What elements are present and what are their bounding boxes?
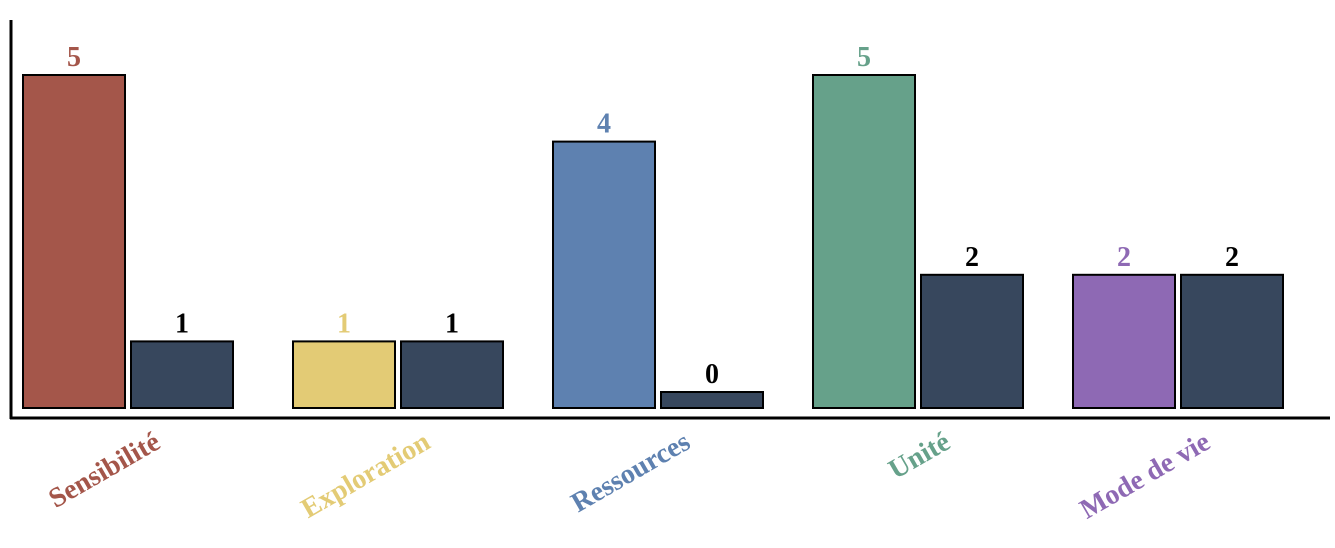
category-ticks-layer: Sensibilité Exploration Ressources Unité Mod…	[44, 426, 1216, 525]
bar-exploration-series-2	[400, 340, 504, 409]
value-label-mode-de-vie-series-2: 2	[1225, 242, 1239, 273]
value-labels-layer: 5 1 1 1 4 0 5 2 2 2	[67, 42, 1239, 390]
x-tick-label-mode-de-vie: Mode de vie	[1075, 426, 1216, 525]
value-label-ressources-series-2: 0	[705, 359, 719, 390]
bar-mode-de-vie-series-1	[1072, 273, 1176, 409]
value-label-ressources-series-1: 4	[597, 109, 611, 140]
value-label-sensibilite-series-2: 1	[175, 308, 189, 339]
value-label-unite-series-1: 5	[857, 42, 871, 73]
bar-exploration-series-1	[292, 340, 396, 409]
value-label-sensibilite-series-1: 5	[67, 42, 81, 73]
value-label-exploration-series-2: 1	[445, 308, 459, 339]
bars-layer	[22, 74, 1284, 409]
x-tick-label-exploration: Exploration	[296, 426, 436, 525]
bar-ressources-series-1	[552, 140, 656, 409]
value-label-mode-de-vie-series-1: 2	[1117, 242, 1131, 273]
x-tick-label-ressources: Ressources	[566, 426, 696, 519]
value-label-exploration-series-1: 1	[337, 308, 351, 339]
bar-ressources-series-2	[660, 391, 764, 409]
bar-unite-series-2	[920, 273, 1024, 409]
x-tick-label-unite: Unité	[883, 426, 955, 486]
value-label-unite-series-2: 2	[965, 242, 979, 273]
bar-sensibilite-series-1	[22, 74, 126, 409]
bar-mode-de-vie-series-2	[1180, 273, 1284, 409]
bar-unite-series-1	[812, 74, 916, 409]
bar-sensibilite-series-2	[130, 340, 234, 409]
x-tick-label-sensibilite: Sensibilité	[44, 426, 166, 514]
